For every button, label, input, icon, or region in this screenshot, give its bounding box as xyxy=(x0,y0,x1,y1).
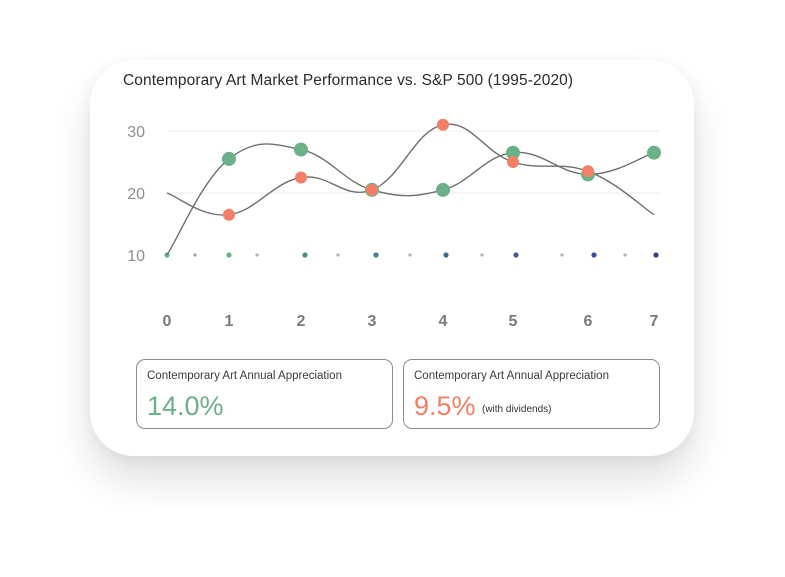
baseline-dot xyxy=(623,253,627,257)
x-tick-label: 4 xyxy=(439,313,448,330)
baseline-dot xyxy=(560,253,564,257)
data-point xyxy=(647,145,661,160)
data-point xyxy=(295,171,307,184)
baseline-dot xyxy=(513,252,519,258)
chart-title: Contemporary Art Market Performance vs. … xyxy=(123,72,574,89)
data-point xyxy=(223,208,235,221)
x-tick-label: 0 xyxy=(163,313,172,330)
x-tick-label: 5 xyxy=(509,313,518,330)
baseline-dot xyxy=(336,253,340,257)
stat-note: (with dividends) xyxy=(482,404,552,415)
data-point xyxy=(437,118,449,131)
x-tick-label: 6 xyxy=(584,313,593,330)
data-point xyxy=(222,151,236,166)
baseline-dot xyxy=(480,253,484,257)
x-tick-label: 7 xyxy=(650,313,659,330)
data-point xyxy=(366,183,378,196)
baseline-dot xyxy=(591,252,597,258)
baseline-dot xyxy=(373,252,379,258)
series-line xyxy=(166,143,655,256)
stat-label: Contemporary Art Annual Appreciation xyxy=(147,370,342,382)
x-tick-label: 2 xyxy=(297,313,306,330)
stat-label: Contemporary Art Annual Appreciation xyxy=(414,370,609,382)
x-tick-label: 3 xyxy=(368,313,377,330)
baseline-dot xyxy=(255,253,259,257)
y-tick-label: 10 xyxy=(127,248,145,265)
data-point xyxy=(506,145,520,160)
x-tick-label: 1 xyxy=(225,313,234,330)
stat-value: 14.0% xyxy=(147,391,224,421)
baseline-dot xyxy=(408,253,412,257)
stat-value: 9.5% xyxy=(414,391,476,421)
y-tick-label: 20 xyxy=(127,186,145,203)
data-point xyxy=(582,165,594,178)
data-point xyxy=(294,142,308,157)
series-line xyxy=(166,123,655,216)
baseline-dot xyxy=(193,253,197,257)
stat-card-dividends: Contemporary Art Annual Appreciation 9.5… xyxy=(403,359,660,429)
y-tick-label: 30 xyxy=(127,124,145,141)
baseline-dot xyxy=(653,252,659,258)
stat-card-art: Contemporary Art Annual Appreciation 14.… xyxy=(136,359,393,429)
baseline-dot xyxy=(226,252,232,258)
baseline-dot xyxy=(302,252,308,258)
baseline-dot xyxy=(443,252,449,258)
data-point xyxy=(507,156,519,168)
data-point xyxy=(436,182,450,197)
